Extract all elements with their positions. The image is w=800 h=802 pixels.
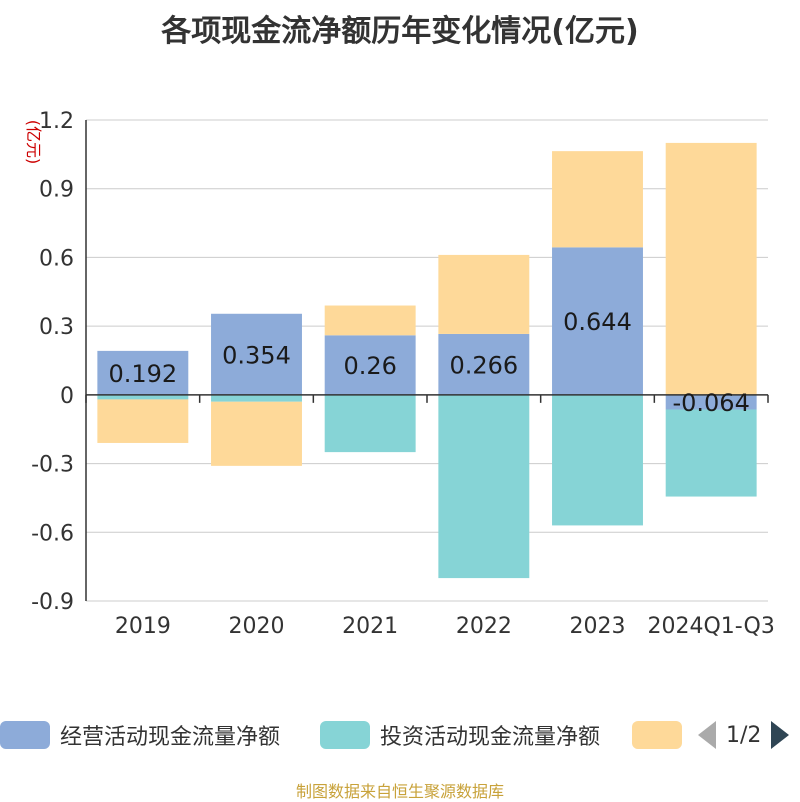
bar-third xyxy=(665,142,757,395)
x-tick-label: 2020 xyxy=(229,614,285,639)
x-tick-label: 2024Q1-Q3 xyxy=(647,614,774,639)
y-tick-label: -0.3 xyxy=(31,453,74,478)
y-tick-label: 0.9 xyxy=(39,178,74,203)
x-tick-label: 2019 xyxy=(115,614,171,639)
legend-prev-page-icon[interactable] xyxy=(698,721,716,749)
bar-operating xyxy=(97,350,189,395)
bar-third xyxy=(211,401,302,466)
data-label: 0.644 xyxy=(563,308,632,336)
bar-operating xyxy=(324,335,416,395)
bar-operating xyxy=(438,333,530,395)
bar-third xyxy=(97,399,189,443)
bar-third xyxy=(324,305,416,336)
legend-page-indicator: 1/2 xyxy=(726,722,762,748)
legend-label-investing: 投资活动现金流量净额 xyxy=(380,725,601,750)
y-tick-label: 0.3 xyxy=(39,315,74,340)
x-tick-label: 2022 xyxy=(456,614,512,639)
x-tick-label: 2023 xyxy=(570,614,626,639)
bar-third xyxy=(552,151,643,248)
chart-title: 各项现金流净额历年变化情况(亿元) xyxy=(161,14,639,49)
y-tick-label: 0.6 xyxy=(39,246,74,271)
bar-third xyxy=(438,254,530,334)
bar-investing xyxy=(211,394,302,402)
y-axis-title: (亿元) xyxy=(24,120,43,165)
bar-investing xyxy=(552,394,643,526)
data-source-note: 制图数据来自恒生聚源数据库 xyxy=(295,782,504,801)
data-label: 0.266 xyxy=(449,351,518,379)
bar-investing xyxy=(665,409,757,497)
bar-investing xyxy=(324,394,416,453)
bar-investing xyxy=(97,394,189,400)
y-tick-label: -0.9 xyxy=(31,590,74,615)
legend-swatch-operating xyxy=(0,721,50,749)
data-label: 0.354 xyxy=(222,341,291,369)
bar-operating xyxy=(665,394,757,410)
legend-swatch-investing xyxy=(320,721,370,749)
y-tick-label: 1.2 xyxy=(39,109,74,134)
legend: 经营活动现金流量净额 投资活动现金流量净额 1/2 xyxy=(0,715,800,755)
data-label: 0.26 xyxy=(343,352,396,380)
legend-item-operating[interactable]: 经营活动现金流量净额 xyxy=(0,715,280,755)
y-tick-label: -0.6 xyxy=(31,521,74,546)
data-label: -0.064 xyxy=(672,389,749,417)
y-tick-label: 0 xyxy=(60,384,74,409)
x-tick-label: 2021 xyxy=(342,614,398,639)
legend-next-page-icon[interactable] xyxy=(771,721,790,749)
legend-item-investing[interactable]: 投资活动现金流量净额 xyxy=(320,715,600,755)
legend-swatch-third xyxy=(632,721,682,749)
bar-investing xyxy=(438,394,530,579)
legend-item-third[interactable] xyxy=(632,715,682,755)
bar-operating xyxy=(552,247,643,395)
legend-pager: 1/2 xyxy=(698,715,790,755)
bar-operating xyxy=(211,313,302,395)
legend-label-operating: 经营活动现金流量净额 xyxy=(60,725,281,750)
data-label: 0.192 xyxy=(108,360,177,388)
